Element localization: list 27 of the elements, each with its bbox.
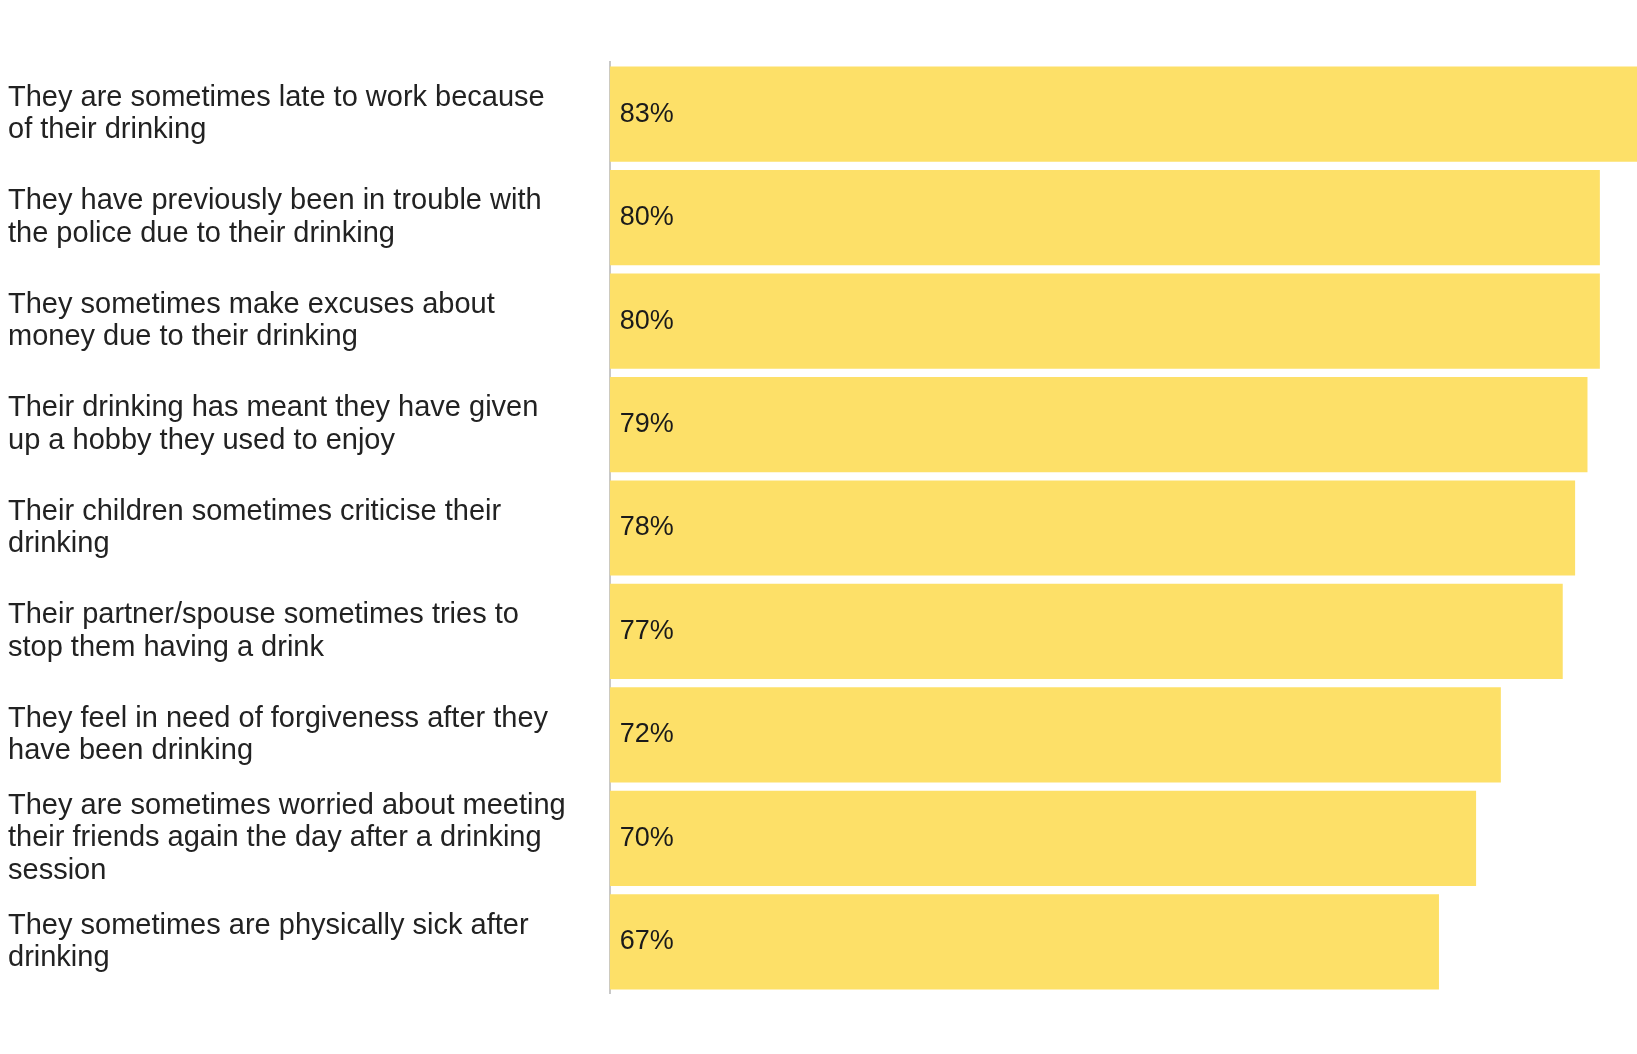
data-label: 72% bbox=[619, 718, 674, 749]
data-label: 77% bbox=[619, 614, 674, 645]
y-tick-label: They are sometimes worried about meeting their friends again the day after a drinking session bbox=[8, 787, 566, 885]
data-label: 67% bbox=[619, 925, 674, 956]
y-tick-label: They sometimes make excuses about money due to their drinking bbox=[8, 286, 495, 352]
data-label: 80% bbox=[619, 201, 674, 232]
data-label: 70% bbox=[619, 821, 674, 852]
y-tick-label: They sometimes are physically sick after drinking bbox=[8, 907, 529, 973]
bar bbox=[609, 66, 1637, 162]
bar bbox=[609, 790, 1477, 886]
bar bbox=[609, 687, 1501, 783]
bar bbox=[609, 480, 1576, 576]
data-label: 79% bbox=[619, 408, 674, 438]
y-tick-label: They feel in need of forgiveness after they have been drinking bbox=[8, 700, 549, 766]
y-tick-label: Their drinking has meant they have given up a hobby they used to enjoy bbox=[8, 390, 539, 455]
bar bbox=[609, 894, 1439, 990]
y-tick-label: Their children sometimes criticise their drinking bbox=[8, 493, 502, 559]
data-label: 78% bbox=[619, 511, 674, 542]
bar bbox=[609, 170, 1600, 266]
bar bbox=[609, 583, 1563, 680]
bar bbox=[609, 273, 1600, 369]
y-tick-label: They have previously been in trouble with the police due to their drinking bbox=[8, 183, 542, 248]
data-label: 83% bbox=[619, 97, 674, 128]
y-tick-label: Their partner/spouse sometimes tries to stop them having a drink bbox=[8, 597, 519, 662]
bar bbox=[609, 376, 1588, 473]
y-tick-label: They are sometimes late to work because of their drinking bbox=[8, 79, 545, 145]
data-label: 80% bbox=[619, 304, 674, 335]
